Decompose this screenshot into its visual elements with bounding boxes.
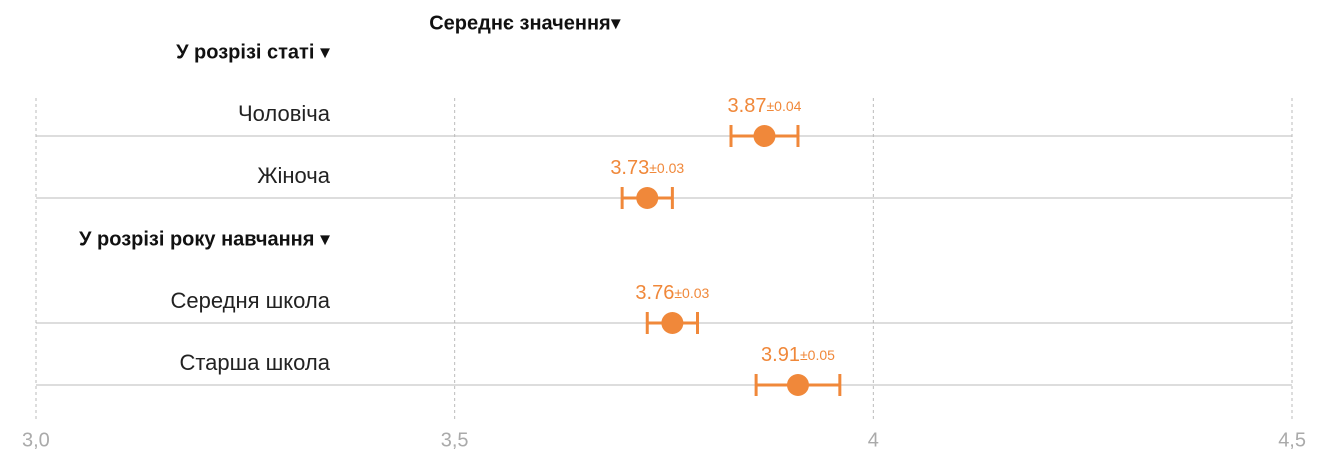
value-label: 3.91±0.05 bbox=[761, 344, 835, 366]
value-label: 3.87±0.04 bbox=[728, 95, 802, 117]
value-label: 3.76±0.03 bbox=[635, 282, 709, 304]
group-header: У розрізі статі ▾ bbox=[176, 41, 330, 63]
category-label: Жіноча bbox=[257, 163, 331, 188]
x-tick-label: 3,0 bbox=[22, 429, 50, 451]
dot bbox=[753, 125, 776, 147]
category-label: Старша школа bbox=[179, 350, 330, 375]
value: 3.73 bbox=[610, 157, 649, 179]
value: 3.87 bbox=[728, 95, 767, 117]
category-label: Чоловіча bbox=[238, 101, 331, 126]
error-label: ±0.05 bbox=[800, 347, 835, 363]
x-tick-label: 4 bbox=[868, 429, 879, 451]
dot bbox=[786, 374, 809, 396]
error-label: ±0.03 bbox=[649, 160, 684, 176]
value: 3.91 bbox=[761, 344, 800, 366]
chart-title: Середнє значення▾ bbox=[429, 12, 621, 34]
value-label: 3.73±0.03 bbox=[610, 157, 684, 179]
category-label: Середня школа bbox=[171, 288, 331, 313]
error-label: ±0.03 bbox=[674, 285, 709, 301]
value: 3.76 bbox=[635, 282, 674, 304]
x-tick-label: 4,5 bbox=[1278, 429, 1306, 451]
x-tick-label: 3,5 bbox=[441, 429, 469, 451]
error-label: ±0.04 bbox=[766, 98, 801, 114]
dot bbox=[636, 187, 659, 209]
group-header: У розрізі року навчання ▾ bbox=[79, 228, 330, 250]
dot bbox=[661, 312, 684, 334]
